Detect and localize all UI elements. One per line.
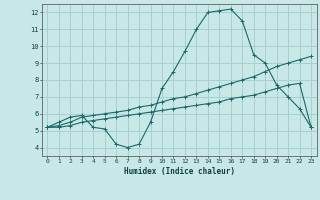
X-axis label: Humidex (Indice chaleur): Humidex (Indice chaleur) bbox=[124, 167, 235, 176]
